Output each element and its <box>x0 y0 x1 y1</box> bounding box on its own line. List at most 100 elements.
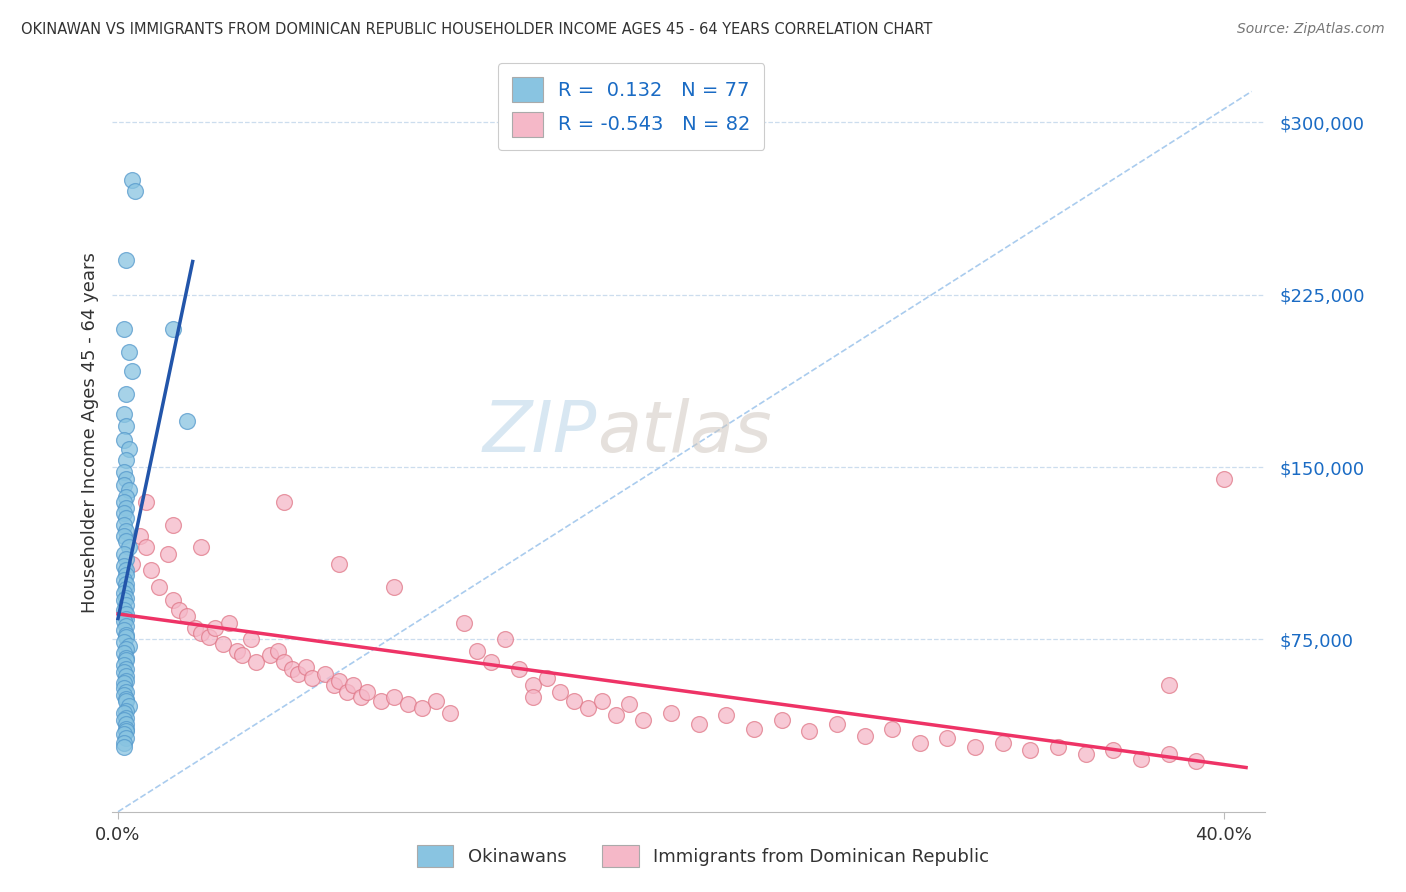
Point <box>356 685 378 699</box>
Point <box>167 602 190 616</box>
Point <box>115 524 138 539</box>
Point <box>1019 742 1042 756</box>
Point <box>112 726 135 740</box>
Point <box>825 717 848 731</box>
Point <box>522 678 544 692</box>
Point <box>239 632 262 647</box>
Point <box>508 662 530 676</box>
Point <box>115 669 138 683</box>
Point <box>135 541 157 555</box>
Point <box>991 736 1014 750</box>
Point <box>115 653 138 667</box>
Point <box>267 644 290 658</box>
Point <box>936 731 959 746</box>
Point <box>115 710 138 724</box>
Point <box>281 662 304 676</box>
Point <box>112 506 135 520</box>
Point <box>328 673 350 688</box>
Point <box>1102 742 1125 756</box>
Point <box>112 465 135 479</box>
Point <box>115 453 138 467</box>
Point <box>115 692 138 706</box>
Legend: R =  0.132   N = 77, R = -0.543   N = 82: R = 0.132 N = 77, R = -0.543 N = 82 <box>498 63 765 150</box>
Point <box>494 632 516 647</box>
Point <box>259 648 281 663</box>
Point <box>112 322 135 336</box>
Point <box>112 657 135 672</box>
Point <box>619 697 641 711</box>
Point <box>716 708 738 723</box>
Point <box>225 644 247 658</box>
Point <box>115 472 138 486</box>
Point <box>425 694 447 708</box>
Text: atlas: atlas <box>596 398 772 467</box>
Point <box>115 731 138 746</box>
Point <box>115 568 138 582</box>
Point <box>115 694 138 708</box>
Point <box>115 641 138 656</box>
Point <box>273 494 295 508</box>
Point <box>301 672 323 686</box>
Point <box>1157 678 1180 692</box>
Point <box>112 646 135 660</box>
Point <box>742 722 765 736</box>
Point <box>965 740 987 755</box>
Point <box>115 724 138 739</box>
Point <box>204 621 226 635</box>
Point <box>1130 752 1153 766</box>
Point <box>112 529 135 543</box>
Point <box>799 724 821 739</box>
Point <box>453 616 475 631</box>
Point <box>659 706 682 720</box>
Point <box>121 557 143 571</box>
Point <box>112 736 135 750</box>
Point <box>176 414 198 428</box>
Point <box>115 552 138 566</box>
Point <box>190 625 212 640</box>
Point <box>853 729 876 743</box>
Point <box>522 690 544 704</box>
Point <box>882 722 904 736</box>
Text: ZIP: ZIP <box>482 398 596 467</box>
Point <box>190 541 212 555</box>
Y-axis label: Householder Income Ages 45 - 64 years: Householder Income Ages 45 - 64 years <box>80 252 98 613</box>
Point <box>115 650 138 665</box>
Point <box>112 573 135 587</box>
Point <box>112 586 135 600</box>
Point <box>115 510 138 524</box>
Point <box>536 672 558 686</box>
Point <box>162 593 184 607</box>
Point <box>115 564 138 578</box>
Point <box>336 685 359 699</box>
Point <box>118 442 141 456</box>
Point <box>148 580 170 594</box>
Point <box>231 648 253 663</box>
Point <box>212 637 235 651</box>
Point <box>467 644 489 658</box>
Point <box>562 694 585 708</box>
Point <box>112 433 135 447</box>
Point <box>115 618 138 632</box>
Point <box>908 736 931 750</box>
Point <box>688 717 710 731</box>
Point <box>129 529 152 543</box>
Point <box>115 591 138 605</box>
Point <box>112 517 135 532</box>
Point <box>112 558 135 573</box>
Point <box>115 673 138 688</box>
Point <box>115 418 138 433</box>
Point <box>115 722 138 736</box>
Point <box>115 386 138 401</box>
Point <box>295 660 318 674</box>
Point <box>287 666 309 681</box>
Point <box>115 490 138 504</box>
Point <box>115 598 138 612</box>
Point <box>1213 472 1236 486</box>
Point <box>115 628 138 642</box>
Point <box>115 533 138 548</box>
Point <box>121 363 143 377</box>
Point <box>273 656 295 670</box>
Point <box>350 690 373 704</box>
Point <box>1157 747 1180 762</box>
Point <box>479 656 502 670</box>
